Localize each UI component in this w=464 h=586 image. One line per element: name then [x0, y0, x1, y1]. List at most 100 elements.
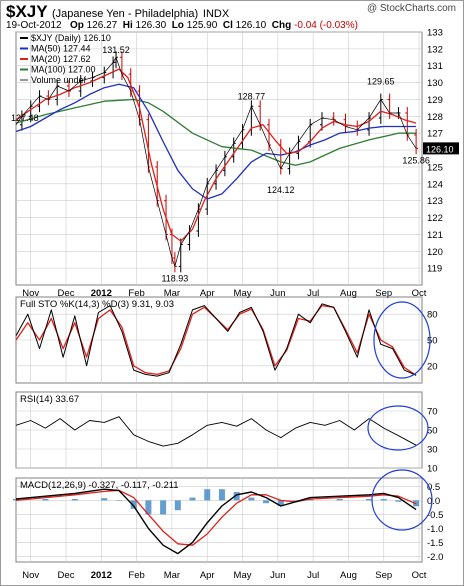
price-panel-frame — [15, 31, 423, 286]
macd-hist-bar — [233, 492, 240, 501]
price-y-tick-label: 120 — [427, 247, 443, 258]
macd-y-tick-label: -1.0 — [427, 524, 443, 535]
highlight-circle — [371, 469, 433, 531]
rsi-title: RSI(14) 33.67 — [20, 394, 79, 405]
macd-y-tick-label: -1.5 — [427, 538, 443, 549]
rsi-y-tick-label: 30 — [427, 445, 438, 456]
x-tick-label: May — [234, 288, 252, 299]
x-tick-label: May — [234, 570, 252, 581]
highlight-circle — [367, 405, 429, 451]
price-annotation: 125.86 — [402, 155, 430, 165]
macd-hist-bar — [189, 497, 196, 501]
x-tick-label: Apr — [200, 570, 215, 581]
ma100-line — [15, 98, 417, 166]
stochastic-y-tick-label: 50 — [427, 336, 438, 347]
quote-date: 19-Oct-2012 — [6, 20, 62, 31]
macd-hist-bar — [366, 499, 373, 501]
highlight-circle — [373, 301, 431, 379]
macd-hist-bar — [42, 499, 49, 501]
legend-volume: Volume undef — [31, 75, 87, 85]
chart-title: $XJY (Japanese Yen - Philadelphia) INDX — [6, 2, 229, 22]
price-annotation: 118.93 — [161, 273, 188, 283]
x-tick-label: Aug — [340, 570, 357, 581]
x-tick-label: Mar — [164, 288, 180, 299]
macd-hist-bar — [101, 498, 108, 501]
x-tick-label: Apr — [200, 288, 215, 299]
legend-ma50: MA(50) 127.44 — [31, 44, 91, 54]
price-y-tick-label: 133 — [427, 28, 443, 39]
x-tick-label: 2012 — [91, 288, 112, 299]
series-layer — [13, 51, 420, 555]
legend-ma100: MA(100) 127.00 — [31, 65, 96, 75]
op-label: Op — [69, 20, 84, 31]
price-y-tick-label: 129 — [427, 95, 443, 106]
quote-line: 19-Oct-2012 Op 126.27 Hi 126.30 Lo 125.9… — [6, 20, 358, 31]
x-tick-label: Mar — [164, 570, 180, 581]
chg-label: Chg — [271, 20, 292, 31]
lo-label: Lo — [171, 20, 184, 31]
x-tick-label: Aug — [340, 288, 357, 299]
x-tick-label: Dec — [58, 570, 75, 581]
x-tick-label: Sep — [375, 570, 392, 581]
rsi-y-tick-label: 70 — [427, 407, 438, 418]
stochastic-y-tick-label: 80 — [427, 310, 438, 321]
ma50-line — [15, 83, 417, 200]
label-layer: Nov Nov Dec Dec 2012 2012 Feb Feb Mar Mar Apr Apr Ma… — [11, 28, 459, 581]
price-y-tick-label: 121 — [427, 230, 443, 241]
macd-hist-bar — [307, 499, 314, 501]
price-annotation: 129.65 — [367, 77, 395, 87]
exchange-label: INDX — [202, 8, 230, 20]
macd-hist-bar — [115, 500, 122, 501]
legend-price: $XJY (Daily) 126.10 — [31, 33, 111, 43]
lo-value: 125.90 — [186, 20, 218, 31]
macd-hist-bar — [248, 497, 255, 501]
x-tick-label: Feb — [128, 288, 144, 299]
price-annotation: 124.12 — [267, 185, 295, 195]
macd-hist-bar — [71, 499, 78, 501]
cl-value: 126.10 — [235, 20, 267, 31]
chg-value: -0.04 (-0.03%) — [294, 20, 358, 31]
macd-hist-bar — [263, 500, 270, 504]
last-price-tag-label: 126.10 — [426, 144, 454, 154]
price-y-tick-label: 128 — [427, 112, 443, 123]
cl-label: Cl — [222, 20, 233, 31]
macd-hist-bar — [336, 499, 343, 501]
hi-value: 126.30 — [135, 20, 167, 31]
macd-hist-bar — [145, 500, 152, 515]
price-y-tick-label: 131 — [427, 61, 443, 72]
macd-line — [15, 488, 417, 555]
price-close-line — [15, 56, 417, 267]
price-y-tick-label: 130 — [427, 78, 443, 89]
hi-label: Hi — [122, 20, 133, 31]
x-tick-label: Jun — [270, 570, 285, 581]
sto-title: Full STO %K(14,3) %D(3) 9.31, 9.03 — [20, 299, 174, 310]
x-tick-label: Sep — [375, 288, 392, 299]
x-tick-label: Jul — [307, 570, 319, 581]
macd-hist-bar — [380, 499, 387, 501]
macd-hist-bar — [160, 500, 167, 515]
symbol-label: $XJY — [6, 2, 48, 21]
instrument-name: (Japanese Yen - Philadelphia) — [52, 8, 199, 20]
rsi-line — [15, 416, 417, 447]
macd-y-tick-label: -0.5 — [427, 510, 443, 521]
ma20-line — [15, 68, 417, 242]
rsi-y-tick-label: 10 — [427, 464, 438, 475]
x-tick-label: 2012 — [91, 570, 112, 581]
macd-y-tick-label: -2.0 — [427, 552, 443, 563]
price-annotation: 131.52 — [102, 45, 130, 55]
macd-title: MACD(12,26,9) -0.327, -0.117, -0.211 — [20, 480, 179, 491]
x-tick-label: Oct — [412, 288, 427, 299]
price-y-tick-label: 123 — [427, 196, 443, 207]
op-value: 126.27 — [86, 20, 118, 31]
price-y-tick-label: 127 — [427, 129, 443, 140]
x-tick-label: Nov — [22, 570, 39, 581]
price-y-tick-label: 132 — [427, 44, 443, 55]
macd-hist-bar — [13, 499, 19, 501]
macd-hist-bar — [292, 500, 299, 501]
legend-ma20: MA(20) 127.62 — [31, 54, 91, 64]
price-y-tick-label: 125 — [427, 162, 443, 173]
macd-hist-bar — [218, 489, 225, 501]
price-y-tick-label: 122 — [427, 213, 443, 224]
stochastic-y-tick-label: 20 — [427, 361, 438, 372]
